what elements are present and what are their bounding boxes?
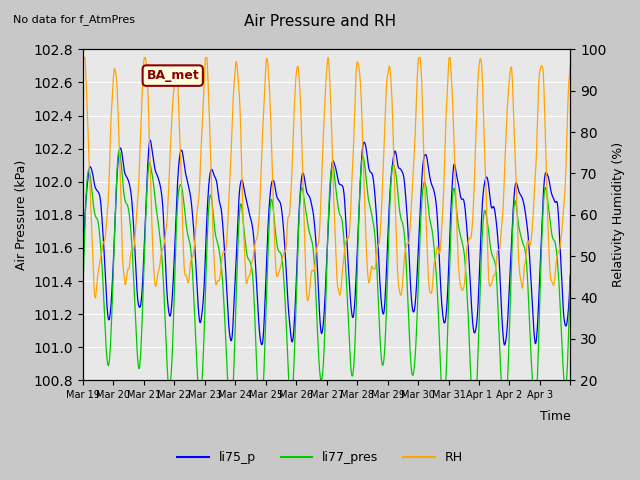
RH bbox=[566, 62, 574, 68]
li77_pres bbox=[79, 284, 87, 290]
li75_p bbox=[500, 342, 508, 348]
li75_p bbox=[513, 181, 521, 187]
li75_p bbox=[442, 318, 449, 324]
li75_p bbox=[561, 320, 568, 325]
li75_p bbox=[156, 180, 163, 186]
li77_pres bbox=[566, 273, 574, 279]
li77_pres bbox=[561, 383, 568, 389]
Text: No data for f_AtmPres: No data for f_AtmPres bbox=[13, 14, 135, 25]
Text: BA_met: BA_met bbox=[147, 69, 199, 82]
Line: li75_p: li75_p bbox=[83, 140, 570, 345]
X-axis label: Time: Time bbox=[540, 410, 571, 423]
li77_pres bbox=[442, 384, 449, 390]
li75_p bbox=[146, 137, 154, 143]
li77_pres bbox=[305, 227, 312, 232]
li77_pres bbox=[227, 419, 234, 424]
Legend: li75_p, li77_pres, RH: li75_p, li77_pres, RH bbox=[172, 446, 468, 469]
li75_p bbox=[79, 258, 87, 264]
RH bbox=[305, 296, 312, 302]
li75_p bbox=[566, 272, 574, 277]
RH bbox=[314, 242, 321, 248]
RH bbox=[79, 55, 87, 60]
Line: RH: RH bbox=[83, 58, 570, 300]
li77_pres bbox=[115, 147, 123, 153]
li77_pres bbox=[513, 210, 521, 216]
Y-axis label: Relativity Humidity (%): Relativity Humidity (%) bbox=[612, 142, 625, 288]
li77_pres bbox=[156, 231, 163, 237]
RH bbox=[304, 298, 312, 303]
RH bbox=[442, 136, 449, 142]
Line: li77_pres: li77_pres bbox=[83, 150, 570, 421]
RH bbox=[561, 197, 568, 203]
Text: Air Pressure and RH: Air Pressure and RH bbox=[244, 14, 396, 29]
li75_p bbox=[305, 192, 312, 198]
li75_p bbox=[314, 270, 321, 276]
RH bbox=[156, 266, 163, 272]
Y-axis label: Air Pressure (kPa): Air Pressure (kPa) bbox=[15, 160, 28, 270]
li77_pres bbox=[314, 339, 322, 345]
RH bbox=[513, 197, 520, 203]
